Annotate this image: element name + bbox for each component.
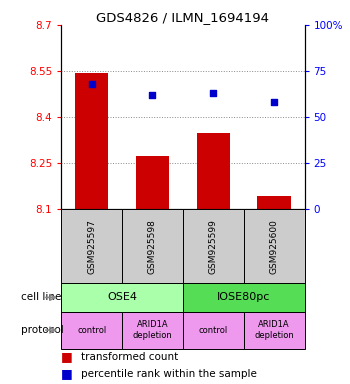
Bar — [183, 312, 244, 349]
Text: ARID1A
depletion: ARID1A depletion — [133, 320, 172, 340]
Bar — [61, 283, 183, 312]
Bar — [257, 195, 291, 209]
Point — [210, 90, 216, 96]
Text: ■: ■ — [61, 367, 73, 380]
Point — [89, 81, 95, 87]
Text: transformed count: transformed count — [81, 352, 178, 362]
Text: ARID1A
depletion: ARID1A depletion — [254, 320, 294, 340]
Text: ■: ■ — [61, 351, 73, 363]
Text: control: control — [199, 326, 228, 334]
Text: cell line: cell line — [21, 292, 62, 303]
Bar — [244, 312, 304, 349]
Point — [150, 92, 155, 98]
Text: protocol: protocol — [21, 325, 64, 335]
Text: GSM925598: GSM925598 — [148, 219, 157, 274]
Bar — [75, 73, 108, 209]
Bar — [136, 156, 169, 209]
Bar — [183, 209, 244, 283]
Point — [271, 99, 277, 106]
Bar — [183, 283, 304, 312]
Bar — [61, 209, 122, 283]
Text: OSE4: OSE4 — [107, 292, 137, 303]
Title: GDS4826 / ILMN_1694194: GDS4826 / ILMN_1694194 — [96, 11, 270, 24]
Bar — [122, 209, 183, 283]
Text: GSM925597: GSM925597 — [87, 219, 96, 274]
Text: control: control — [77, 326, 106, 334]
Bar — [61, 312, 122, 349]
Text: IOSE80pc: IOSE80pc — [217, 292, 271, 303]
Text: GSM925599: GSM925599 — [209, 219, 218, 274]
Text: percentile rank within the sample: percentile rank within the sample — [81, 369, 257, 379]
Text: GSM925600: GSM925600 — [270, 219, 279, 274]
Bar — [244, 209, 304, 283]
Bar — [197, 132, 230, 209]
Bar — [122, 312, 183, 349]
